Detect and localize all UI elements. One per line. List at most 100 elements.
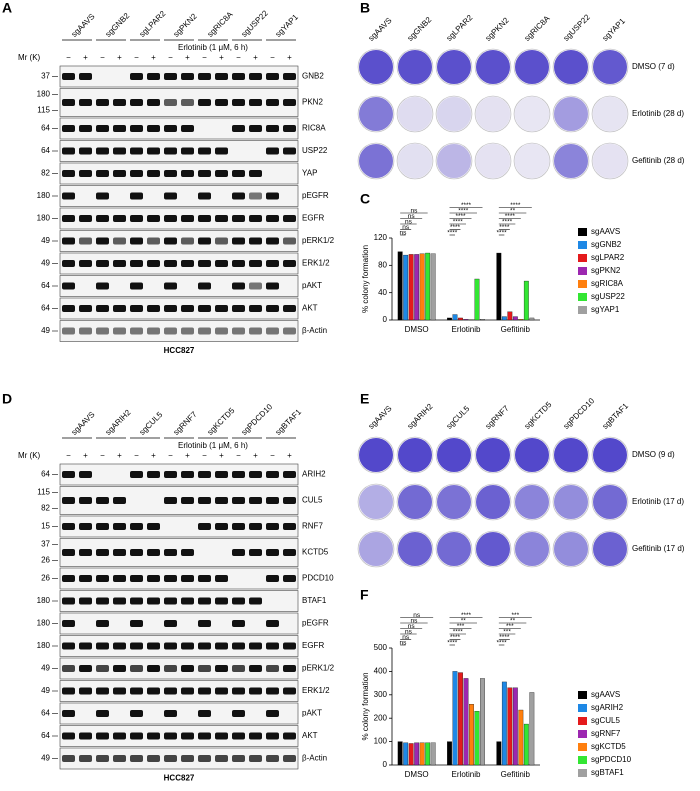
band — [164, 125, 177, 132]
sig-label: *** — [503, 629, 511, 636]
blot-strip — [59, 88, 299, 117]
sig-label: ns — [408, 623, 416, 630]
band — [232, 642, 245, 650]
sign: − — [66, 451, 71, 460]
bar — [408, 743, 414, 766]
lane-label: sgARIH2 — [104, 408, 133, 437]
band — [181, 755, 194, 762]
band — [62, 597, 75, 605]
bar — [529, 317, 535, 321]
blot-strip — [59, 680, 299, 702]
blot-strip — [59, 515, 299, 538]
band — [215, 597, 228, 605]
band — [181, 125, 194, 132]
blot-strip — [59, 320, 299, 342]
band — [164, 710, 177, 717]
band — [266, 237, 279, 245]
band — [96, 305, 109, 312]
band — [198, 471, 211, 478]
sign: + — [287, 451, 292, 460]
band — [62, 73, 75, 80]
protein-label: pAKT — [302, 709, 322, 718]
sig-label: ns — [405, 219, 413, 226]
sign: − — [202, 451, 207, 460]
legend-label: sgBTAF1 — [591, 768, 624, 777]
band — [147, 549, 160, 556]
band — [232, 523, 245, 530]
band — [266, 549, 279, 556]
band — [130, 549, 143, 556]
colonies — [476, 144, 510, 178]
sig-label: *** — [512, 612, 520, 619]
x-tick-label: Gefitinib — [501, 325, 531, 334]
band — [147, 642, 160, 650]
colonies — [554, 144, 588, 178]
treatment-label: Erlotinib (1 μM, 6 h) — [178, 43, 248, 52]
band — [198, 147, 211, 155]
plate-label: sgCUL5 — [445, 404, 472, 431]
plate-row-label: Gefitinib (28 d) — [632, 156, 685, 165]
band — [215, 147, 228, 155]
colonies — [515, 532, 549, 566]
lane-label: sgBTAF1 — [274, 407, 304, 437]
band — [266, 147, 279, 155]
band — [164, 73, 177, 80]
bar — [463, 319, 469, 321]
cell-line: HCC827 — [164, 346, 195, 355]
colonies — [398, 532, 432, 566]
plate-well — [591, 95, 629, 133]
plate-row-label: DMSO (9 d) — [632, 450, 675, 459]
legend-label: sgPDCD10 — [591, 755, 632, 764]
band — [249, 665, 262, 672]
legend-label: sgAAVS — [591, 227, 620, 236]
colonies — [515, 97, 549, 131]
band — [130, 327, 143, 335]
band — [164, 260, 177, 267]
band — [113, 305, 126, 312]
colonies — [554, 532, 588, 566]
band — [130, 471, 143, 478]
band — [215, 327, 228, 335]
legend-swatch — [578, 228, 587, 236]
band — [96, 170, 109, 177]
x-tick-label: Erlotinib — [452, 325, 481, 334]
band — [130, 665, 143, 672]
sig-label: ns — [402, 224, 410, 231]
colonies — [515, 144, 549, 178]
band — [164, 305, 177, 312]
colonies — [593, 532, 627, 566]
band — [79, 99, 92, 106]
band — [266, 665, 279, 672]
mw-marker: 26 — [41, 556, 50, 565]
bar — [397, 251, 403, 321]
legend-label: sgLPAR2 — [591, 253, 625, 262]
band — [283, 260, 296, 267]
band — [130, 282, 143, 290]
sig-label: *** — [506, 623, 514, 630]
legend-label: sgRIC8A — [591, 279, 624, 288]
band — [198, 597, 211, 605]
band — [147, 523, 160, 530]
treatment-label: Erlotinib (1 μM, 6 h) — [178, 441, 248, 450]
plate-label: sgUSP22 — [562, 12, 593, 43]
protein-label: pEGFR — [302, 191, 329, 200]
protein-label: EGFR — [302, 214, 324, 223]
band — [181, 305, 194, 312]
band — [164, 642, 177, 650]
band — [79, 497, 92, 504]
band — [198, 260, 211, 267]
protein-label: PKN2 — [302, 98, 323, 107]
band — [181, 642, 194, 650]
legend-swatch — [578, 743, 587, 751]
mw-marker: 180 — [37, 191, 51, 200]
plate-well — [396, 142, 434, 180]
lane-label: sgPDCD10 — [240, 402, 275, 437]
band — [266, 99, 279, 106]
sign: − — [66, 53, 71, 62]
band — [113, 170, 126, 177]
blot-strip — [59, 538, 299, 567]
band — [62, 575, 75, 582]
colonies — [554, 485, 588, 519]
bar — [507, 311, 513, 321]
band — [62, 260, 75, 267]
